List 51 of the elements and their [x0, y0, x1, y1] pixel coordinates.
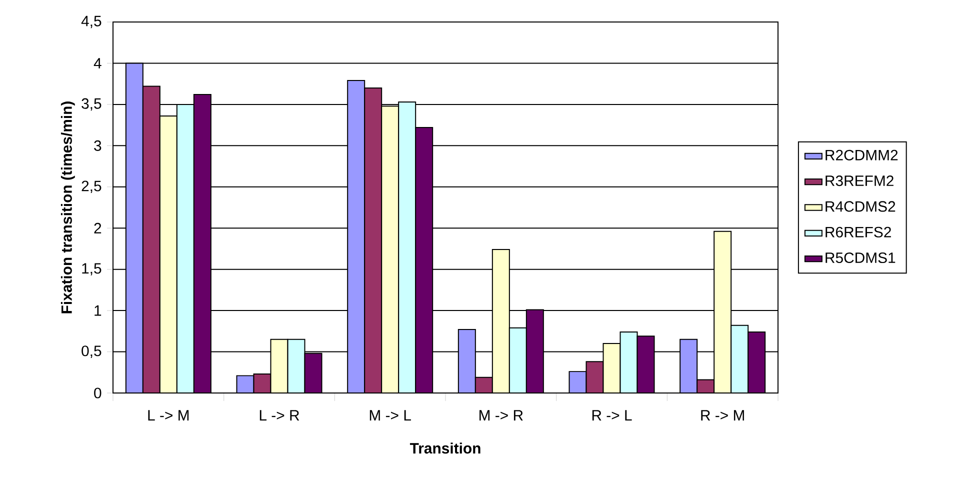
y-tick-label: 0,5	[82, 346, 102, 358]
bar	[142, 86, 160, 393]
bar	[748, 331, 766, 393]
y-tick-label: 0	[94, 388, 102, 398]
bar	[508, 327, 527, 393]
bar	[492, 249, 510, 393]
x-axis-title: Transition	[410, 442, 480, 454]
legend-label: R5CDMS1	[826, 252, 896, 264]
bar	[526, 309, 544, 393]
legend-label: R2CDMM2	[826, 150, 898, 160]
bar	[193, 94, 212, 393]
x-tick-label: R -> M	[701, 410, 744, 420]
y-tick-label: 2	[94, 222, 102, 234]
bar	[304, 352, 322, 393]
legend-label: R3REFM2	[826, 175, 894, 186]
x-tick-label: M -> L	[370, 410, 411, 420]
legend-label: R6REFS2	[826, 226, 891, 238]
bar	[586, 361, 604, 393]
bar	[602, 343, 621, 393]
bar	[364, 87, 382, 393]
bar	[568, 371, 587, 393]
bar	[125, 62, 144, 393]
bar	[236, 375, 254, 393]
bar	[415, 127, 434, 393]
y-axis-title: Fixation transition (times/min)	[60, 102, 75, 314]
y-tick-label: 2,5	[82, 180, 102, 194]
bar	[620, 331, 638, 393]
x-tick-label: M -> R	[480, 410, 523, 420]
bar	[636, 336, 655, 393]
bar	[398, 101, 416, 393]
bar	[714, 230, 732, 393]
y-tick-label: 1,5	[82, 263, 102, 276]
bar	[381, 106, 400, 393]
x-tick-label: L -> R	[260, 410, 300, 420]
bar	[287, 338, 306, 393]
bar	[159, 115, 178, 393]
bar	[253, 374, 272, 393]
y-tick-label: 1	[94, 305, 102, 316]
x-tick-label: L -> M	[148, 410, 189, 420]
y-tick-label: 4,5	[81, 16, 102, 28]
bar	[347, 80, 366, 393]
bar	[458, 329, 476, 393]
x-tick-label: R -> L	[592, 410, 632, 420]
bar	[730, 324, 749, 393]
y-tick-label: 3,5	[82, 98, 102, 111]
y-tick-label: 4	[94, 58, 102, 68]
bar	[680, 338, 698, 393]
legend-label: R4CDMS2	[826, 201, 896, 212]
bar	[176, 104, 194, 393]
bar	[270, 338, 288, 393]
y-tick-label: 3	[94, 140, 102, 151]
